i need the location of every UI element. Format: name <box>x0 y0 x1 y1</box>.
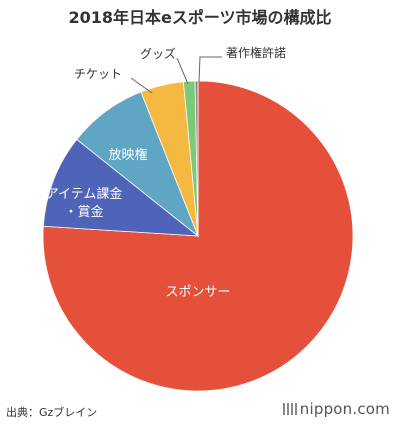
leader-line-5 <box>176 57 189 85</box>
source-note: 出典：Gzブレイン <box>6 406 98 419</box>
brand-text: nippon.com <box>299 400 390 418</box>
brand-logo: nippon.com <box>282 400 390 418</box>
slice-label-5: グッズ <box>140 46 176 61</box>
brand-bars-icon <box>282 403 297 415</box>
slice-label-4: チケット <box>74 67 122 81</box>
leader-lines <box>130 56 222 94</box>
leader-line-6 <box>198 56 222 83</box>
slice-label-3: 放映権 <box>108 147 147 163</box>
slice-label-1: スポンサー <box>165 285 230 300</box>
pie-slice-2 <box>42 138 200 237</box>
slice-label-6: 著作権許諾 <box>226 45 286 60</box>
chart-title: 2018年日本eスポーツ市場の構成比 <box>68 8 332 27</box>
pie-slice-1 <box>42 80 354 392</box>
slice-label-2: アイテム課金・賞金 <box>46 186 123 220</box>
pie-slices <box>42 80 354 392</box>
pie-slice-6 <box>194 80 199 237</box>
leader-line-4 <box>130 77 153 94</box>
slice-labels: スポンサー アイテム課金・賞金 放映権 チケット グッズ 著作権許諾 <box>46 45 286 300</box>
